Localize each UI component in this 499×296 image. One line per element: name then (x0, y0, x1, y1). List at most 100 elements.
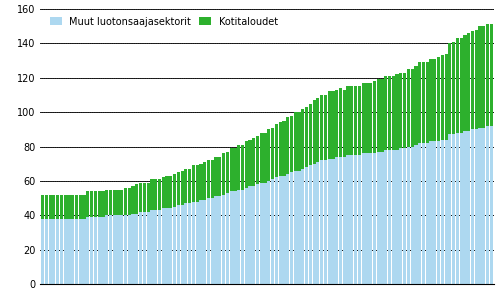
Bar (90, 191, 93, 217)
Bar (105, 189, 108, 215)
Bar (200, 200, 203, 284)
Bar (177, 172, 180, 205)
Bar (120, 215, 123, 284)
Bar (354, 86, 357, 155)
Bar (377, 152, 380, 284)
Bar (456, 38, 459, 133)
Bar (305, 167, 308, 284)
Bar (418, 143, 421, 284)
Bar (162, 208, 165, 284)
Bar (290, 115, 293, 172)
Bar (324, 95, 327, 160)
Bar (218, 197, 222, 284)
Bar (252, 186, 255, 284)
Bar (275, 178, 278, 284)
Bar (441, 55, 444, 140)
Bar (158, 210, 161, 284)
Bar (45, 219, 48, 284)
Bar (392, 150, 395, 284)
Bar (346, 155, 350, 284)
Bar (147, 183, 150, 212)
Bar (384, 150, 387, 284)
Bar (52, 195, 55, 219)
Bar (301, 169, 304, 284)
Bar (101, 217, 104, 284)
Bar (263, 133, 266, 183)
Bar (256, 136, 259, 184)
Bar (230, 148, 233, 191)
Bar (215, 157, 218, 197)
Bar (278, 123, 282, 176)
Bar (139, 183, 142, 212)
Bar (147, 212, 150, 284)
Bar (339, 157, 342, 284)
Bar (331, 91, 334, 159)
Bar (79, 195, 82, 219)
Bar (143, 183, 146, 212)
Bar (135, 184, 138, 214)
Bar (267, 129, 270, 181)
Bar (362, 83, 365, 153)
Bar (150, 179, 154, 210)
Bar (373, 153, 376, 284)
Bar (471, 129, 474, 284)
Bar (369, 153, 372, 284)
Bar (422, 143, 425, 284)
Bar (226, 193, 229, 284)
Bar (464, 131, 467, 284)
Bar (60, 195, 63, 219)
Bar (143, 212, 146, 284)
Bar (237, 189, 241, 284)
Bar (324, 160, 327, 284)
Bar (75, 219, 78, 284)
Bar (339, 88, 342, 157)
Bar (135, 214, 138, 284)
Bar (259, 183, 263, 284)
Bar (467, 33, 471, 131)
Bar (433, 141, 437, 284)
Bar (358, 86, 361, 155)
Bar (200, 164, 203, 200)
Bar (399, 148, 403, 284)
Bar (218, 157, 222, 197)
Bar (384, 76, 387, 150)
Bar (211, 160, 214, 198)
Bar (154, 179, 157, 210)
Bar (124, 215, 127, 284)
Bar (177, 205, 180, 284)
Bar (230, 191, 233, 284)
Bar (192, 165, 195, 202)
Bar (241, 145, 244, 189)
Bar (290, 172, 293, 284)
Bar (165, 176, 169, 208)
Bar (448, 43, 452, 134)
Bar (86, 217, 89, 284)
Bar (52, 219, 55, 284)
Bar (282, 121, 285, 176)
Bar (184, 203, 188, 284)
Bar (482, 128, 486, 284)
Bar (312, 100, 316, 164)
Bar (256, 184, 259, 284)
Bar (188, 169, 191, 203)
Bar (63, 195, 67, 219)
Bar (158, 179, 161, 210)
Bar (392, 76, 395, 150)
Bar (82, 195, 86, 219)
Bar (101, 191, 104, 217)
Bar (97, 191, 101, 217)
Bar (90, 217, 93, 284)
Bar (286, 174, 289, 284)
Bar (456, 133, 459, 284)
Bar (41, 219, 44, 284)
Bar (350, 155, 353, 284)
Bar (116, 189, 120, 215)
Bar (86, 191, 89, 217)
Bar (97, 217, 101, 284)
Bar (41, 195, 44, 219)
Bar (234, 148, 237, 191)
Bar (350, 86, 353, 155)
Bar (173, 207, 176, 284)
Bar (116, 215, 120, 284)
Bar (475, 30, 478, 129)
